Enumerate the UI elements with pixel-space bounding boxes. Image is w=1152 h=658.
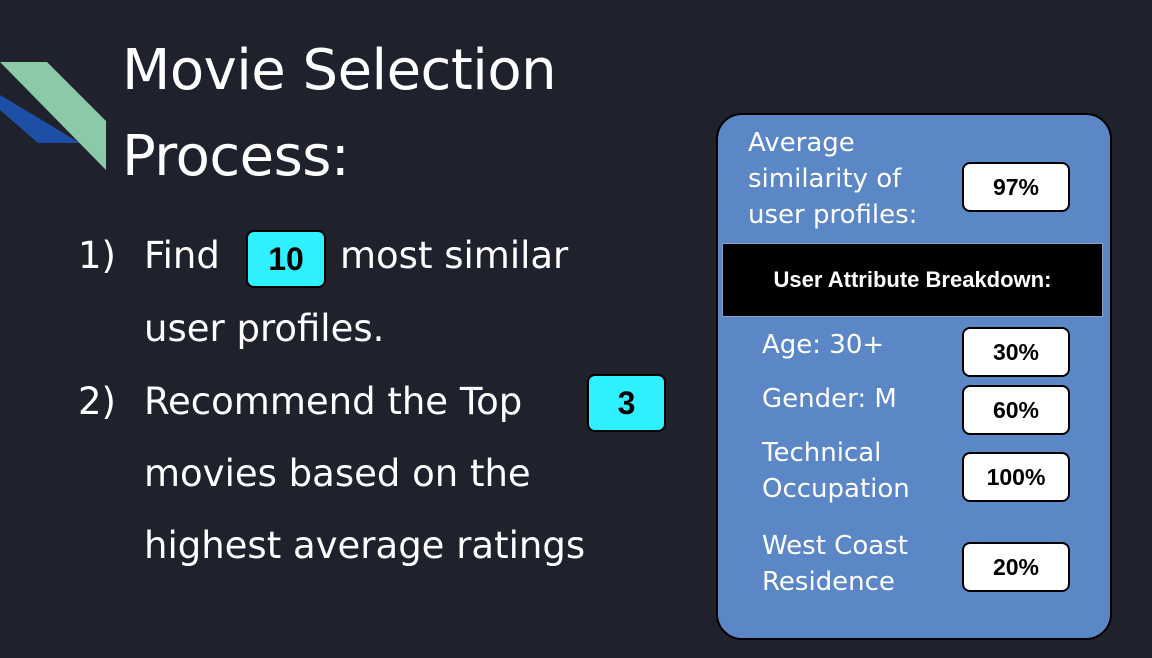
attribute-value-occupation: 100% [962, 452, 1070, 502]
step-2-text-before: Recommend the Top [144, 380, 523, 423]
slide-title: Movie Selection Process: [122, 28, 557, 200]
attribute-label-age: Age: 30+ [762, 330, 885, 360]
step-1-number: 1) [78, 234, 116, 277]
title-line-2: Process: [122, 124, 350, 189]
similar-users-count-badge: 10 [246, 230, 326, 288]
attribute-label-occupation: Technical Occupation [762, 438, 910, 504]
attribute-value-age: 30% [962, 327, 1070, 377]
step-2-line-3: highest average ratings [144, 524, 586, 567]
attribute-value-residence: 20% [962, 542, 1070, 592]
attribute-label-gender: Gender: M [762, 384, 897, 414]
corner-decoration [0, 62, 106, 170]
similarity-label: Average similarity of user profiles: [748, 128, 918, 230]
title-line-1: Movie Selection [122, 38, 557, 103]
step-1-text-before: Find [144, 234, 220, 277]
attribute-value-gender: 60% [962, 385, 1070, 435]
top-movies-count-badge: 3 [587, 374, 666, 432]
similarity-value: 97% [962, 162, 1070, 212]
attribute-label-residence: West Coast Residence [762, 531, 908, 597]
step-1-line-2: user profiles. [144, 307, 385, 350]
step-1-text-after: most similar [340, 234, 569, 277]
step-2-line-2: movies based on the [144, 452, 531, 495]
step-2-number: 2) [78, 380, 116, 423]
attribute-breakdown-title: User Attribute Breakdown: [722, 243, 1103, 317]
